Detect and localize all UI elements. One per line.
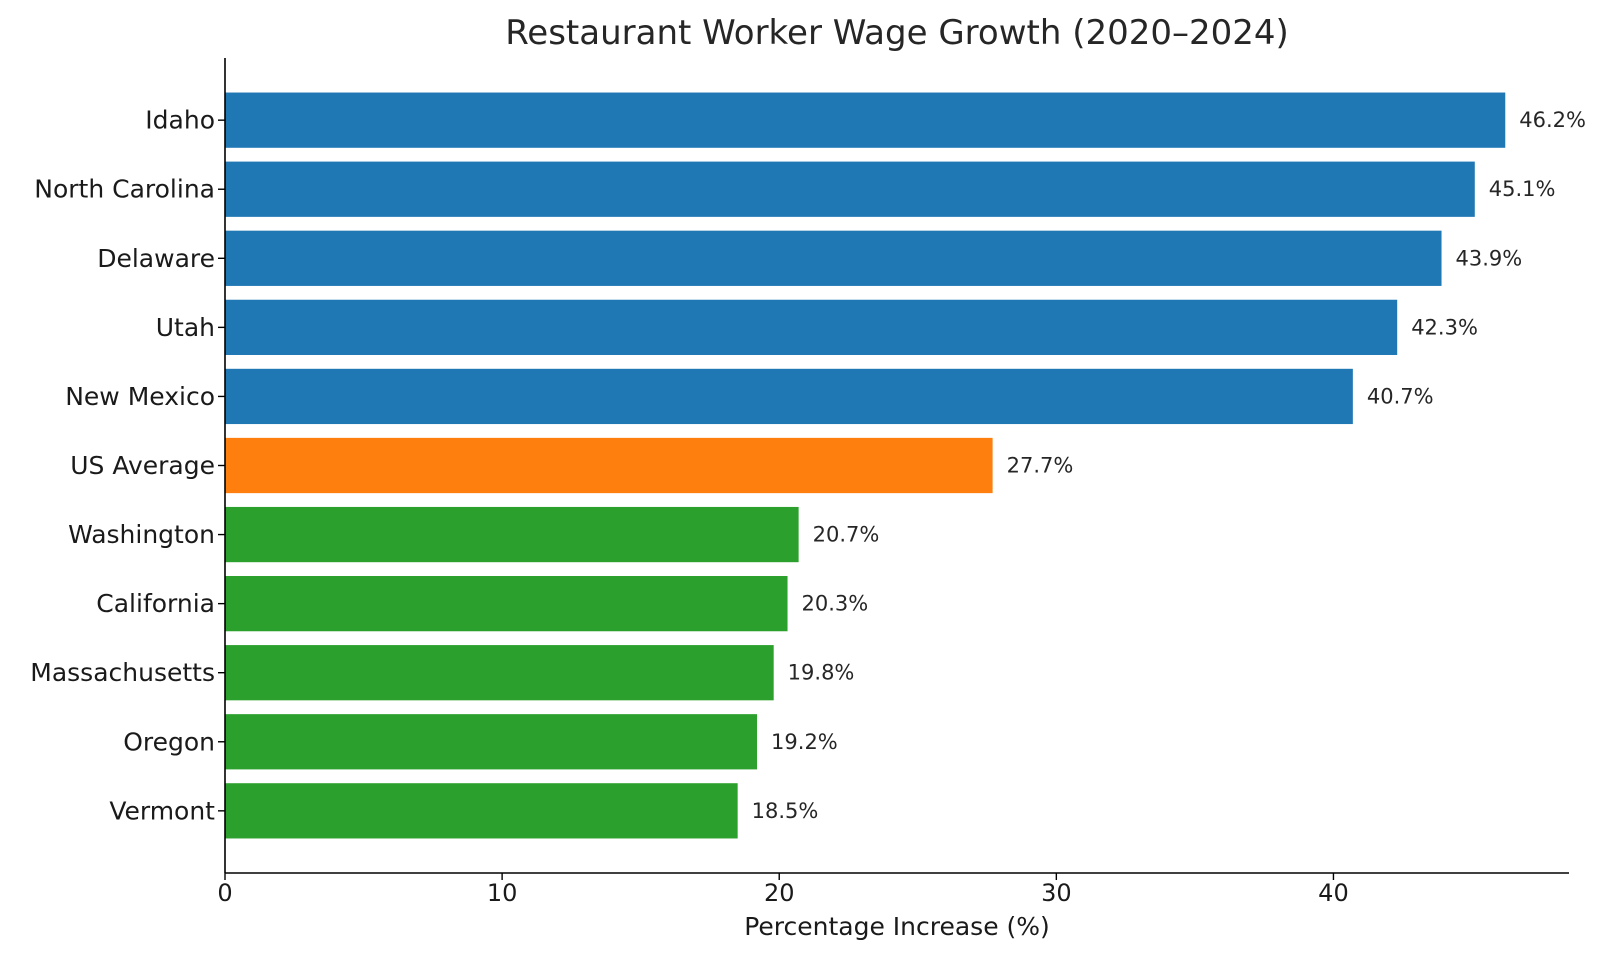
category-label-idaho: Idaho: [145, 106, 215, 135]
x-tick-label: 10: [487, 879, 518, 907]
category-label-utah: Utah: [156, 313, 215, 342]
value-label: 42.3%: [1411, 315, 1478, 339]
bar-vermont: [225, 783, 738, 839]
category-label-oregon: Oregon: [123, 727, 215, 756]
x-axis-ticks: 0 10 20 30 40: [217, 873, 1349, 907]
value-label: 45.1%: [1489, 177, 1556, 201]
value-label: 46.2%: [1519, 108, 1586, 132]
category-label-california: California: [96, 589, 215, 618]
category-label-us-average: US Average: [70, 451, 215, 480]
bar-utah: [225, 299, 1398, 355]
bar-massachusetts: [225, 645, 774, 701]
chart-title: Restaurant Worker Wage Growth (2020–2024…: [505, 13, 1289, 53]
value-label: 40.7%: [1367, 384, 1434, 408]
value-label: 20.7%: [813, 523, 880, 547]
category-label-washington: Washington: [68, 520, 215, 549]
bars-group: [225, 92, 1506, 839]
bar-us-average: [225, 437, 993, 494]
value-label: 27.7%: [1007, 454, 1074, 478]
category-label-north-carolina: North Carolina: [34, 175, 215, 204]
value-label: 43.9%: [1456, 246, 1523, 270]
category-label-massachusetts: Massachusetts: [30, 658, 215, 687]
x-axis-title: Percentage Increase (%): [744, 912, 1050, 941]
value-label: 20.3%: [802, 592, 869, 616]
x-tick-label: 0: [217, 879, 232, 907]
bar-new-mexico: [225, 368, 1353, 425]
category-label-new-mexico: New Mexico: [65, 382, 215, 411]
value-label: 19.8%: [788, 661, 855, 685]
value-label: 19.2%: [771, 730, 838, 754]
value-label: 18.5%: [752, 799, 819, 823]
category-labels: Idaho North Carolina Delaware Utah New Mexic…: [30, 106, 225, 825]
bar-north-carolina: [225, 161, 1475, 217]
bar-idaho: [225, 92, 1506, 148]
bar-oregon: [225, 714, 758, 770]
value-labels: 46.2% 45.1% 43.9% 42.3% 40.7% 27.7% 20.7% 20.3%…: [752, 108, 1586, 823]
category-label-vermont: Vermont: [109, 796, 215, 825]
x-tick-label: 20: [764, 879, 795, 907]
category-label-delaware: Delaware: [97, 244, 215, 273]
x-tick-label: 40: [1318, 879, 1349, 907]
bar-washington: [225, 506, 799, 563]
bar-california: [225, 576, 788, 632]
bar-delaware: [225, 230, 1442, 286]
x-tick-label: 30: [1041, 879, 1072, 907]
